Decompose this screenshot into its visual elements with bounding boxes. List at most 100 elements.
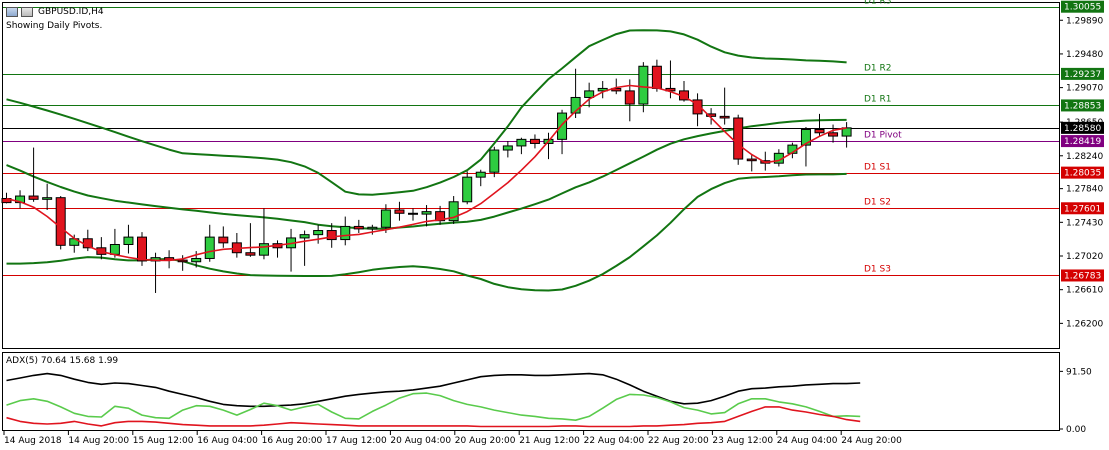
- candle-body: [706, 113, 717, 117]
- candle: [746, 154, 757, 172]
- chart-window-icon[interactable]: [6, 7, 18, 17]
- x-axis-label: 14 Aug 2018: [4, 436, 62, 446]
- x-axis-label: 16 Aug 04:00: [197, 436, 258, 446]
- candle: [1, 192, 12, 204]
- candle: [42, 183, 53, 210]
- candle: [489, 146, 500, 178]
- candle: [299, 230, 310, 266]
- candle: [584, 82, 595, 108]
- pivot-price-label-box: [1061, 269, 1104, 282]
- adx-indicator-title: ADX(5) 70.64 15.68 1.99: [6, 356, 119, 366]
- candle-body: [326, 230, 337, 241]
- candle-body: [1, 198, 12, 204]
- candle-body: [408, 212, 418, 215]
- candle-body: [55, 197, 66, 246]
- pivot-price-label: 1.28035: [1064, 169, 1101, 179]
- candle: [529, 134, 540, 149]
- pivot-price-label: 1.29237: [1064, 70, 1101, 80]
- pivot-price-label-box: [1061, 99, 1104, 112]
- candle-body: [516, 138, 527, 147]
- moving-average-line: [6, 84, 847, 262]
- candle: [719, 87, 730, 125]
- y-axis-label: 1.29890: [1066, 16, 1103, 26]
- candle-body: [475, 171, 486, 178]
- current-price-label: 1.28580: [1064, 124, 1101, 134]
- pivot-line-label: D1 R1: [864, 95, 892, 105]
- x-axis-label: 24 Aug 04:00: [777, 436, 838, 446]
- candle-body: [299, 234, 310, 239]
- candle-body: [435, 211, 446, 222]
- candle: [123, 224, 134, 254]
- candle-body: [28, 195, 39, 200]
- candle: [800, 127, 811, 167]
- candle: [150, 252, 161, 293]
- chart-title-bar: GBPUSD.ID,H4: [6, 5, 104, 19]
- candle: [462, 171, 473, 205]
- adx-panel-frame: [2, 352, 1060, 431]
- candle: [137, 232, 147, 266]
- x-axis-label: 20 Aug 20:00: [455, 436, 516, 446]
- x-axis-label: 24 Aug 20:00: [841, 436, 902, 446]
- candle: [557, 109, 568, 155]
- pivot-price-label: 1.27601: [1064, 204, 1101, 214]
- candle: [55, 196, 66, 250]
- candle: [231, 233, 242, 258]
- candle-body: [258, 243, 269, 256]
- candle: [340, 216, 351, 246]
- candle: [353, 219, 364, 233]
- candle: [814, 113, 825, 137]
- x-axis-label: 16 Aug 20:00: [262, 436, 323, 446]
- pivot-line-label: D1 R2: [864, 64, 892, 74]
- candle: [204, 224, 215, 262]
- candle-body: [394, 209, 405, 214]
- pivot-price-label-box: [1061, 67, 1104, 80]
- candle: [218, 226, 229, 248]
- candle-body: [800, 129, 811, 146]
- y-axis-label: 1.27840: [1066, 185, 1103, 195]
- candle-body: [191, 257, 202, 263]
- candle-body: [204, 236, 215, 259]
- candle: [706, 108, 717, 125]
- candle-body: [841, 127, 852, 137]
- candle-body: [651, 65, 662, 89]
- candle-body: [137, 236, 147, 262]
- x-axis-label: 22 Aug 20:00: [648, 436, 709, 446]
- candle-body: [421, 211, 432, 215]
- candle-body: [313, 230, 324, 236]
- candle-body: [746, 158, 757, 162]
- candle-body: [814, 129, 825, 134]
- candle: [272, 240, 283, 258]
- pivot-price-label: 1.26783: [1064, 271, 1101, 281]
- candle-body: [502, 145, 513, 151]
- candle-body: [353, 225, 364, 230]
- pivot-line-label: D1 S2: [864, 198, 891, 208]
- pivot-price-label: 1.30055: [1064, 3, 1101, 13]
- candle: [502, 141, 513, 158]
- candle: [191, 251, 202, 268]
- candle-body: [42, 197, 53, 200]
- adx-line: [6, 372, 861, 408]
- adx-axis-label: 91.50: [1066, 367, 1092, 377]
- candle: [380, 204, 391, 233]
- current-price-label-box: [1061, 121, 1104, 134]
- candle: [15, 190, 26, 209]
- chart-window-icon-2[interactable]: [21, 7, 33, 17]
- candle-body: [218, 236, 229, 244]
- chart-symbol-title: GBPUSD.ID,H4: [38, 7, 104, 17]
- x-axis-label: 15 Aug 12:00: [133, 436, 194, 446]
- candle-body: [638, 65, 649, 105]
- y-axis-label: 1.29480: [1066, 50, 1103, 60]
- x-axis-label: 23 Aug 12:00: [712, 436, 773, 446]
- adx-axis-label: 0.00: [1066, 425, 1086, 435]
- y-axis-label: 1.27430: [1066, 218, 1103, 228]
- candle: [597, 81, 608, 99]
- candle-body: [462, 176, 473, 203]
- candle: [286, 228, 297, 272]
- pivot-price-label-box: [1061, 135, 1104, 148]
- candle: [394, 201, 405, 221]
- candle-body: [367, 226, 378, 230]
- y-axis-label: 1.28240: [1066, 152, 1103, 162]
- candle: [28, 147, 39, 202]
